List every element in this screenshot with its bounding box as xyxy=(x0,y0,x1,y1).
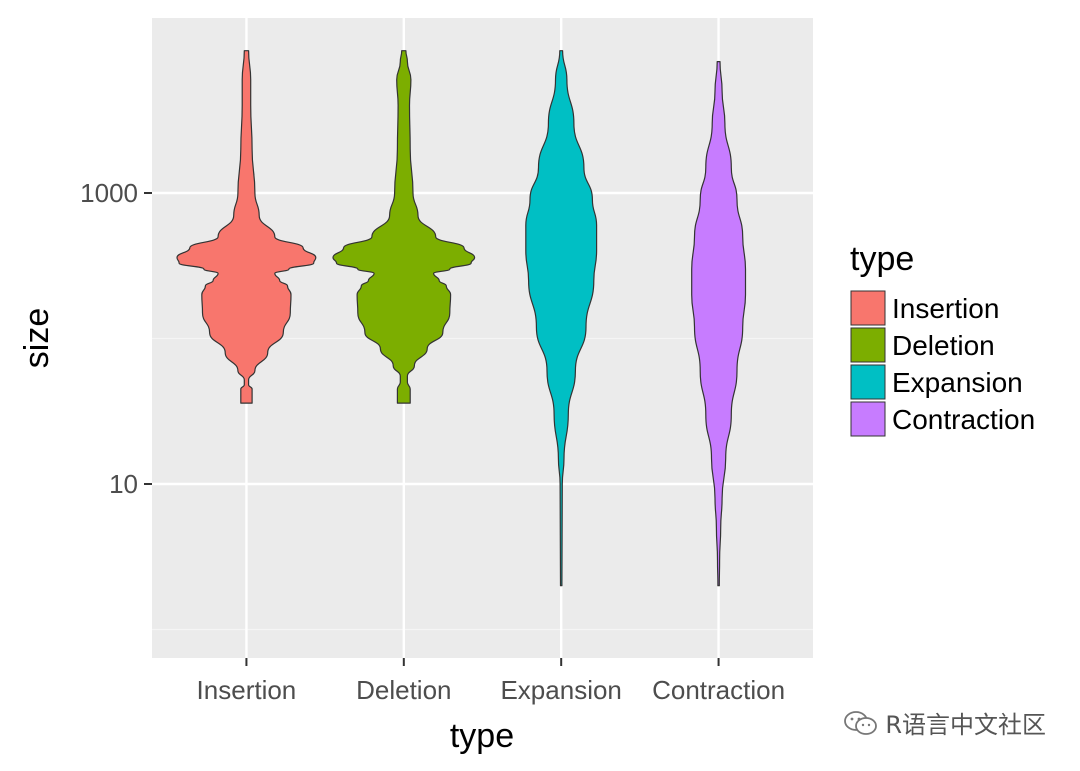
violin-deletion xyxy=(332,50,476,404)
axes: 10 1000 Insertion Deletion Expansion Contract… xyxy=(80,178,785,705)
x-axis-title: type xyxy=(450,717,514,755)
legend-label-insertion: Insertion xyxy=(892,293,999,324)
legend-title: type xyxy=(850,240,914,278)
legend-key-deletion xyxy=(850,327,886,363)
legend: type Insertion Deletion Expansion Contracti… xyxy=(850,240,1035,437)
violins xyxy=(176,50,747,587)
watermark-text: R语言中文社区 xyxy=(885,711,1046,739)
x-tick-label: Deletion xyxy=(356,675,451,705)
x-tick-label: Insertion xyxy=(197,675,297,705)
watermark: R语言中文社区 xyxy=(843,705,1046,740)
violin-expansion xyxy=(525,50,598,587)
violin-contraction xyxy=(691,60,747,587)
violin-insertion xyxy=(176,50,317,404)
y-tick-label: 1000 xyxy=(80,178,138,208)
legend-label-contraction: Contraction xyxy=(892,404,1035,435)
y-tick-label: 10 xyxy=(109,469,138,499)
wechat-icon xyxy=(844,710,878,735)
legend-key-contraction xyxy=(850,401,886,437)
x-tick-label: Contraction xyxy=(652,675,785,705)
legend-label-expansion: Expansion xyxy=(892,367,1023,398)
legend-key-expansion xyxy=(850,364,886,400)
x-tick-label: Expansion xyxy=(500,675,621,705)
legend-label-deletion: Deletion xyxy=(892,330,995,361)
legend-key-insertion xyxy=(850,290,886,326)
y-axis-title: size xyxy=(18,308,56,368)
